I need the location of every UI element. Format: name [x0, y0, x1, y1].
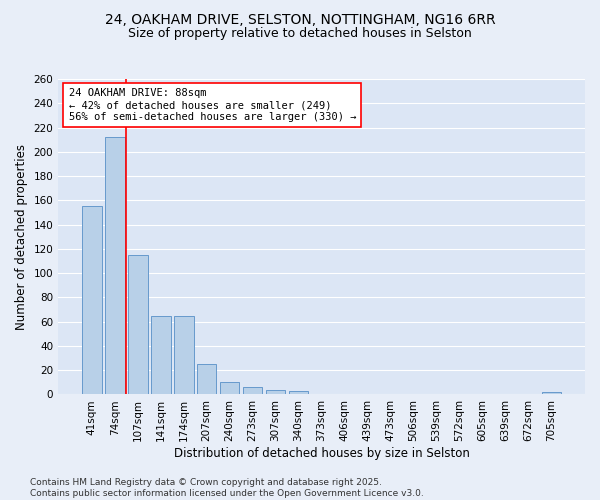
Bar	[151, 316, 170, 394]
Bar	[82, 206, 101, 394]
Bar	[243, 387, 262, 394]
Y-axis label: Number of detached properties: Number of detached properties	[15, 144, 28, 330]
Bar	[197, 364, 217, 394]
Bar	[542, 392, 561, 394]
X-axis label: Distribution of detached houses by size in Selston: Distribution of detached houses by size …	[173, 447, 470, 460]
Text: 24, OAKHAM DRIVE, SELSTON, NOTTINGHAM, NG16 6RR: 24, OAKHAM DRIVE, SELSTON, NOTTINGHAM, N…	[104, 12, 496, 26]
Bar	[128, 255, 148, 394]
Bar	[105, 137, 125, 394]
Bar	[289, 391, 308, 394]
Bar	[266, 390, 286, 394]
Text: Contains HM Land Registry data © Crown copyright and database right 2025.
Contai: Contains HM Land Registry data © Crown c…	[30, 478, 424, 498]
Text: 24 OAKHAM DRIVE: 88sqm
← 42% of detached houses are smaller (249)
56% of semi-de: 24 OAKHAM DRIVE: 88sqm ← 42% of detached…	[69, 88, 356, 122]
Bar	[174, 316, 194, 394]
Text: Size of property relative to detached houses in Selston: Size of property relative to detached ho…	[128, 28, 472, 40]
Bar	[220, 382, 239, 394]
